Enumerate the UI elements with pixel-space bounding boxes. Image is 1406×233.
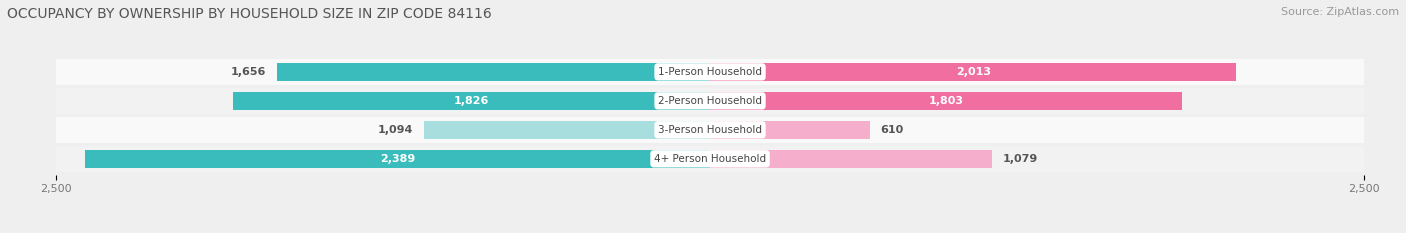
Text: 1,803: 1,803 (928, 96, 963, 106)
Text: 4+ Person Household: 4+ Person Household (654, 154, 766, 164)
Text: 2-Person Household: 2-Person Household (658, 96, 762, 106)
Text: Source: ZipAtlas.com: Source: ZipAtlas.com (1281, 7, 1399, 17)
Bar (86, 150, 710, 168)
Bar (710, 121, 869, 139)
Bar (232, 92, 710, 110)
Text: 1,826: 1,826 (454, 96, 489, 106)
Bar (277, 63, 710, 81)
Bar (56, 117, 1364, 143)
Bar (56, 59, 1364, 85)
Text: 1,079: 1,079 (1002, 154, 1038, 164)
Text: OCCUPANCY BY OWNERSHIP BY HOUSEHOLD SIZE IN ZIP CODE 84116: OCCUPANCY BY OWNERSHIP BY HOUSEHOLD SIZE… (7, 7, 492, 21)
Text: 1-Person Household: 1-Person Household (658, 67, 762, 77)
Bar (56, 88, 1364, 114)
Bar (710, 150, 993, 168)
Bar (425, 121, 710, 139)
Text: 1,094: 1,094 (378, 125, 413, 135)
Text: 2,389: 2,389 (380, 154, 415, 164)
Text: 3-Person Household: 3-Person Household (658, 125, 762, 135)
Bar (56, 146, 1364, 171)
Text: 610: 610 (880, 125, 903, 135)
Text: 1,656: 1,656 (231, 67, 267, 77)
Bar (710, 63, 1236, 81)
Text: 2,013: 2,013 (956, 67, 991, 77)
Bar (710, 92, 1181, 110)
